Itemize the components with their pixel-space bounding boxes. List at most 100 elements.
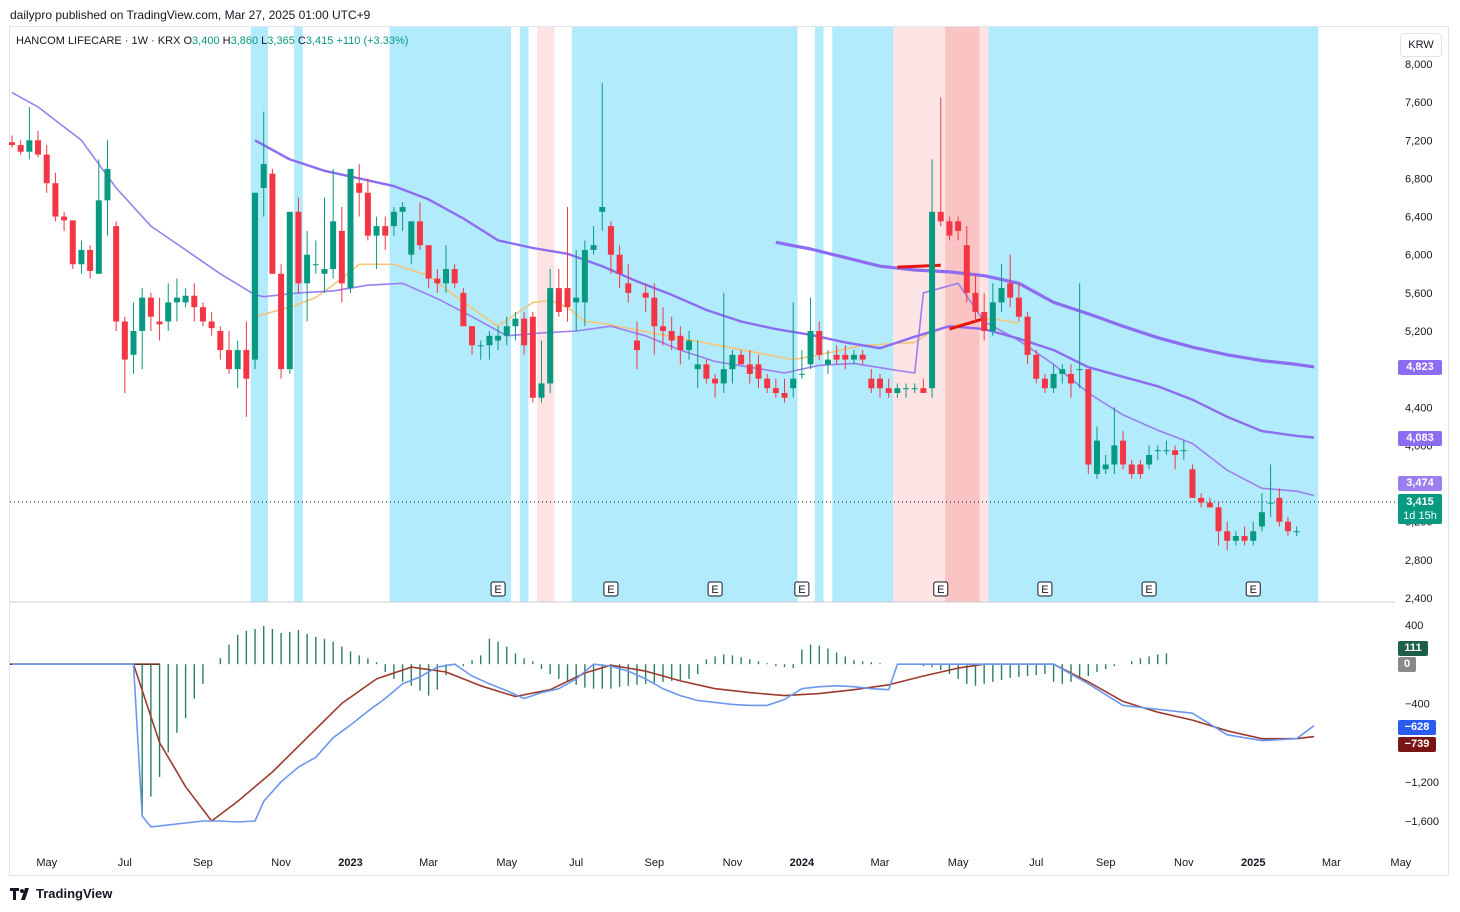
earnings-marker (933, 581, 949, 597)
low-label: L (261, 35, 268, 47)
candle-body (443, 269, 449, 284)
candle-body (173, 297, 180, 303)
candle-body (477, 345, 484, 347)
candle-body (356, 183, 363, 193)
candle-body (911, 388, 918, 390)
candle-body (278, 273, 285, 370)
background-zones (250, 27, 1319, 602)
candle-body (1085, 369, 1092, 465)
candle-body (1215, 507, 1222, 532)
high-label: H (222, 35, 231, 47)
price-tick-label: 2,400 (1405, 593, 1433, 605)
candle-body (790, 378, 797, 389)
time-tick-label: May (496, 857, 517, 869)
ma-mid-tag: 4,083 (1398, 431, 1442, 446)
candle-body (182, 295, 189, 303)
zone-blue (571, 27, 798, 602)
hist-tag: 111 (1398, 641, 1428, 656)
candles (9, 83, 1300, 551)
candle-body (61, 216, 68, 221)
time-tick-label: Mar (419, 857, 438, 869)
ma-fast-tag: 3,474 (1398, 476, 1442, 491)
candle-body (1120, 440, 1127, 465)
candle-body (555, 288, 562, 312)
candle-body (260, 164, 267, 188)
time-axis: May Jul Sep Nov 2023 Mar May Jul Sep Nov 2024 Mar Ma… (36, 857, 1411, 869)
time-tick-label: 2025 (1241, 857, 1265, 869)
candle-body (877, 378, 883, 389)
candle-body (295, 211, 302, 284)
candle-body (104, 168, 111, 201)
candle-body (1293, 531, 1300, 533)
candle-body (217, 331, 224, 351)
price-tick-label: 5,600 (1405, 288, 1433, 300)
candle-body (330, 221, 337, 270)
candle-body (660, 326, 666, 331)
candle-body (929, 211, 936, 389)
candle-body (625, 283, 632, 293)
candle-body (859, 354, 866, 360)
change-value: +110 (+3.33%) (336, 35, 409, 47)
candle-body (78, 249, 85, 265)
earnings-marker-label: E (607, 584, 614, 596)
ma-slow-line (775, 240, 1315, 369)
earnings-marker (603, 581, 619, 597)
candle-body (1180, 450, 1187, 452)
time-tick-label: Mar (871, 857, 890, 869)
zone-blue (832, 27, 894, 602)
candle-body (686, 340, 693, 351)
candle-body (946, 221, 953, 236)
earnings-marker (1245, 581, 1261, 597)
price-tag-value: 3,415 (1406, 496, 1434, 508)
candle-body (607, 226, 614, 255)
candle-body (746, 364, 753, 374)
macd-tick-label: 400 (1405, 620, 1423, 632)
candle-body (113, 226, 120, 322)
candle-body (781, 392, 788, 398)
candle-body (894, 388, 901, 393)
open-label: O (183, 35, 193, 47)
candle-body (1241, 536, 1248, 541)
macd-tick-label: −1,600 (1405, 816, 1439, 828)
candle-body (599, 207, 606, 212)
candle-body (304, 254, 311, 284)
currency-button[interactable]: KRW (1400, 33, 1442, 57)
price-tick-label: 8,000 (1405, 59, 1433, 71)
candle-body (772, 388, 779, 393)
candle-body (191, 295, 198, 308)
candle-body (1094, 440, 1100, 475)
zone-pink (537, 27, 555, 602)
tradingview-logo[interactable]: TradingView (10, 886, 112, 901)
close-value: 3,415 (305, 35, 334, 47)
candle-body (807, 331, 814, 365)
price-tick-label: 4,400 (1405, 402, 1433, 414)
candle-body (451, 269, 458, 284)
candle-body (269, 173, 276, 274)
candle-body (703, 364, 710, 379)
candle-body (885, 388, 892, 393)
price-tick-label: 7,600 (1405, 97, 1433, 109)
price-tag-countdown: 1d 15h (1403, 510, 1437, 522)
time-tick-label: 2024 (790, 857, 815, 869)
time-tick-label: Nov (723, 857, 743, 869)
candle-body (920, 388, 927, 393)
candle-body (486, 335, 493, 346)
candle-body (1267, 502, 1274, 504)
high-value: 3,860 (230, 35, 259, 47)
candle-body (469, 326, 476, 346)
candle-body (816, 331, 823, 355)
symbol-legend: HANCOM LIFECARE · 1W · KRX O3,400 H3,860… (16, 35, 408, 47)
candle-body (139, 297, 146, 331)
macd-tick-label: −400 (1405, 698, 1430, 710)
macd-tick-label: −1,200 (1405, 777, 1439, 789)
candle-body (165, 302, 172, 322)
candle-body (1059, 369, 1066, 374)
candle-body (564, 288, 571, 308)
candle-body (1189, 469, 1196, 498)
candle-body (972, 292, 979, 312)
candle-body (52, 183, 59, 217)
candle-body (590, 245, 597, 250)
candle-body (234, 350, 241, 370)
candle-body (130, 331, 137, 355)
